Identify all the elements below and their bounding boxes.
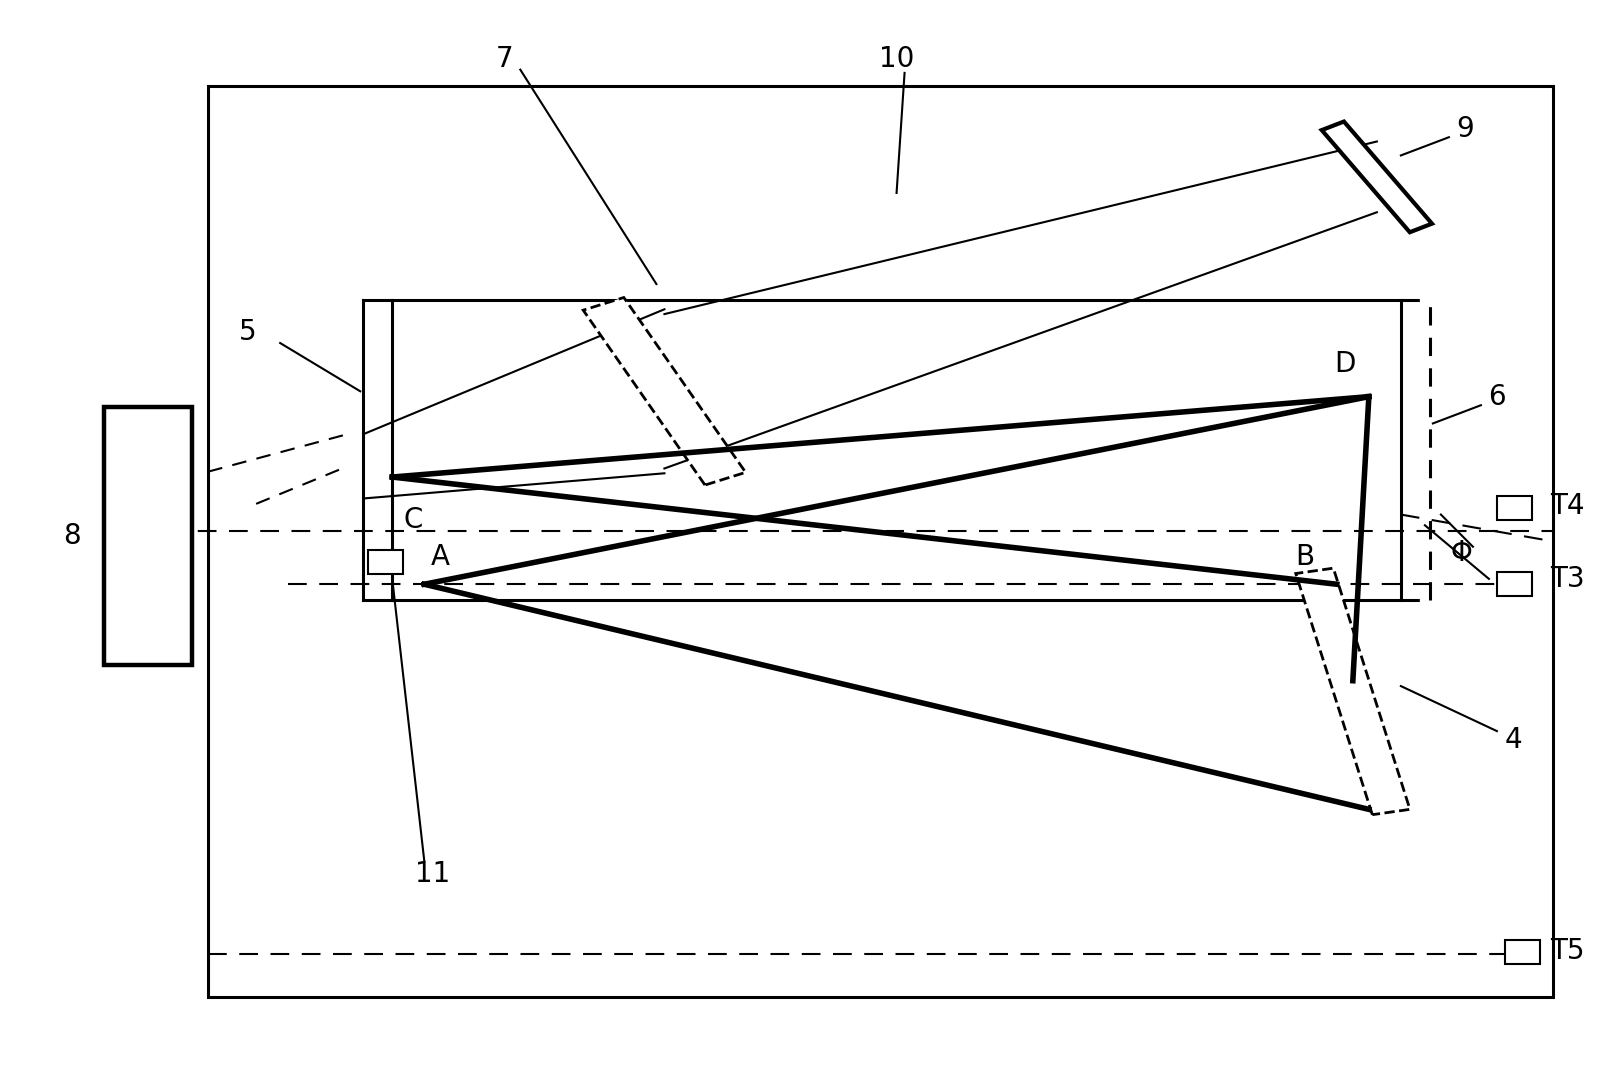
Text: C: C (403, 506, 423, 534)
Bar (208, 86, 1553, 997)
Text: 8: 8 (62, 522, 82, 550)
Text: T4: T4 (1550, 492, 1585, 520)
Text: 7: 7 (495, 45, 514, 73)
Polygon shape (1295, 568, 1410, 815)
Bar (368, 550, 403, 574)
Text: 9: 9 (1455, 115, 1475, 143)
Text: 11: 11 (415, 860, 450, 888)
Bar (1497, 496, 1532, 520)
Text: 5: 5 (239, 318, 258, 346)
Text: 6: 6 (1487, 383, 1507, 411)
Text: 4: 4 (1503, 726, 1523, 754)
Bar (1505, 940, 1540, 964)
Bar (1497, 572, 1532, 596)
Text: Φ: Φ (1451, 539, 1473, 567)
Text: 10: 10 (879, 45, 914, 73)
Text: T5: T5 (1550, 937, 1585, 965)
Text: D: D (1334, 351, 1356, 378)
Bar (104, 407, 192, 665)
Text: A: A (431, 544, 450, 571)
Polygon shape (583, 298, 746, 485)
Polygon shape (1322, 121, 1431, 233)
Text: B: B (1295, 544, 1314, 571)
Text: T3: T3 (1550, 565, 1585, 593)
